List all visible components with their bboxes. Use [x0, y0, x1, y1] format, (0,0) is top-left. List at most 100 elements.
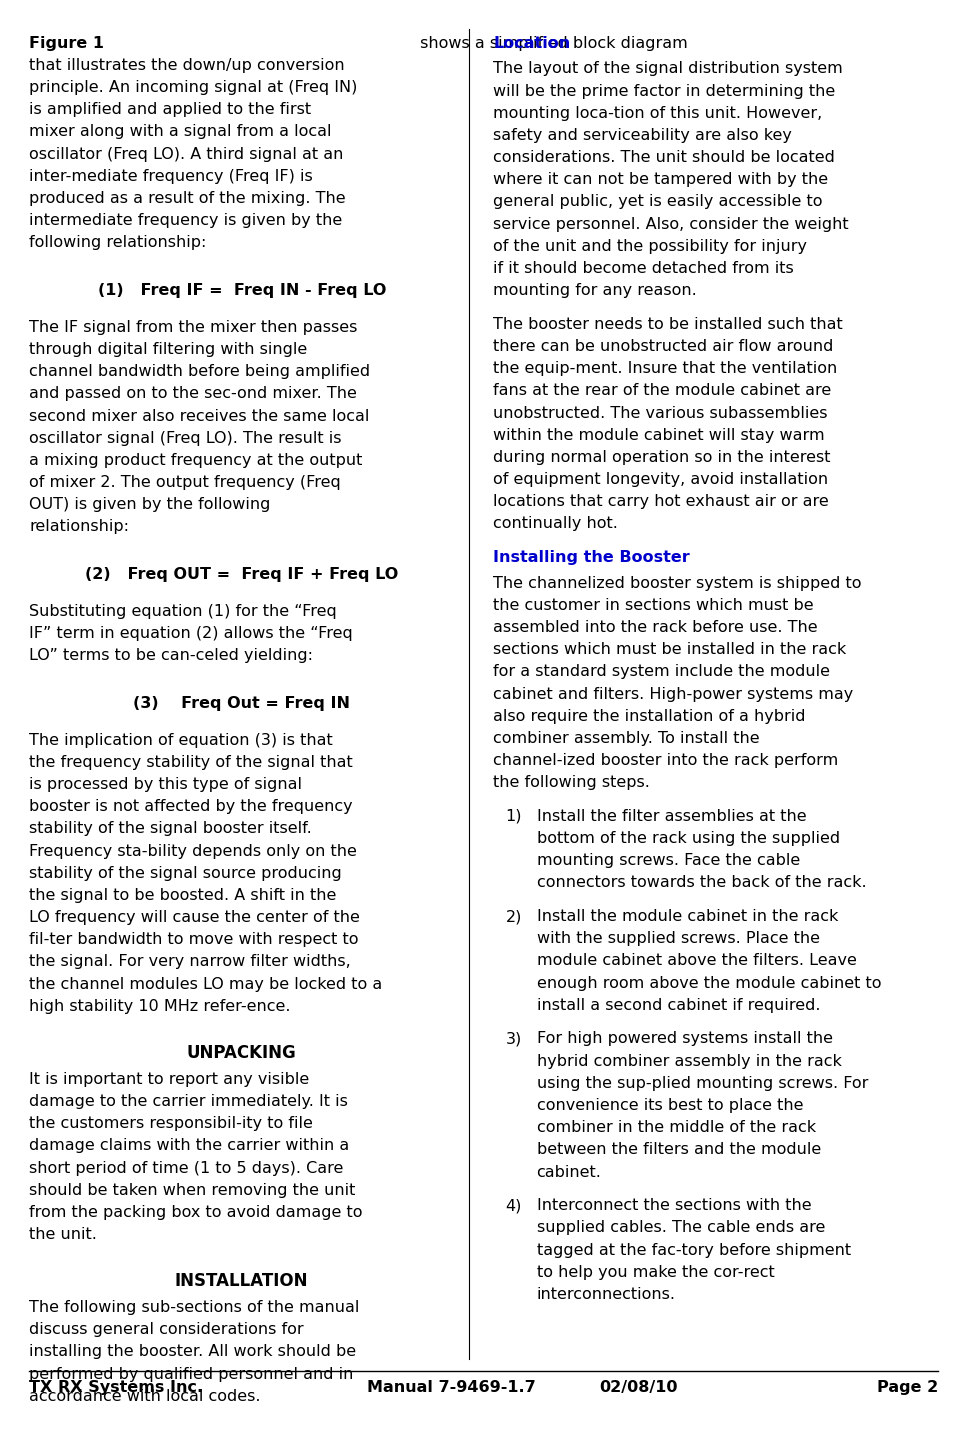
Text: Interconnect the sections with the: Interconnect the sections with the [536, 1198, 811, 1213]
Text: produced as a result of the mixing. The: produced as a result of the mixing. The [29, 190, 345, 206]
Text: The following sub-sections of the manual: The following sub-sections of the manual [29, 1299, 360, 1315]
Text: tagged at the fac-tory before shipment: tagged at the fac-tory before shipment [536, 1242, 850, 1258]
Text: UNPACKING: UNPACKING [187, 1043, 296, 1062]
Text: stability of the signal booster itself.: stability of the signal booster itself. [29, 821, 312, 836]
Text: installing the booster. All work should be: installing the booster. All work should … [29, 1344, 356, 1359]
Text: relationship:: relationship: [29, 519, 129, 534]
Text: (1)   Freq IF =  Freq IN - Freq LO: (1) Freq IF = Freq IN - Freq LO [98, 283, 386, 298]
Text: the unit.: the unit. [29, 1226, 97, 1242]
Text: mounting loca-tion of this unit. However,: mounting loca-tion of this unit. However… [493, 106, 822, 120]
Text: inter-mediate frequency (Freq IF) is: inter-mediate frequency (Freq IF) is [29, 169, 313, 183]
Text: It is important to report any visible: It is important to report any visible [29, 1072, 309, 1086]
Text: performed by qualified personnel and in: performed by qualified personnel and in [29, 1367, 353, 1381]
Text: that illustrates the down/up conversion: that illustrates the down/up conversion [29, 59, 344, 73]
Text: channel bandwidth before being amplified: channel bandwidth before being amplified [29, 363, 370, 379]
Text: (3)    Freq Out = Freq IN: (3) Freq Out = Freq IN [134, 695, 350, 711]
Text: stability of the signal source producing: stability of the signal source producing [29, 866, 342, 880]
Text: a mixing product frequency at the output: a mixing product frequency at the output [29, 452, 363, 468]
Text: supplied cables. The cable ends are: supplied cables. The cable ends are [536, 1221, 825, 1235]
Text: cabinet.: cabinet. [536, 1165, 602, 1179]
Text: from the packing box to avoid damage to: from the packing box to avoid damage to [29, 1205, 363, 1219]
Text: oscillator (Freq LO). A third signal at an: oscillator (Freq LO). A third signal at … [29, 146, 343, 162]
Text: mounting for any reason.: mounting for any reason. [493, 283, 697, 298]
Text: module cabinet above the filters. Leave: module cabinet above the filters. Leave [536, 953, 856, 969]
Text: there can be unobstructed air flow around: there can be unobstructed air flow aroun… [493, 339, 834, 353]
Text: intermediate frequency is given by the: intermediate frequency is given by the [29, 213, 342, 228]
Text: INSTALLATION: INSTALLATION [175, 1272, 308, 1291]
Text: of equipment longevity, avoid installation: of equipment longevity, avoid installati… [493, 472, 828, 487]
Text: mounting screws. Face the cable: mounting screws. Face the cable [536, 853, 799, 869]
Text: Install the filter assemblies at the: Install the filter assemblies at the [536, 809, 806, 824]
Text: between the filters and the module: between the filters and the module [536, 1142, 821, 1158]
Text: accordance with local codes.: accordance with local codes. [29, 1388, 260, 1404]
Text: of the unit and the possibility for injury: of the unit and the possibility for inju… [493, 239, 807, 253]
Text: the customer in sections which must be: the customer in sections which must be [493, 598, 814, 612]
Text: Page 2: Page 2 [877, 1381, 938, 1395]
Text: following relationship:: following relationship: [29, 235, 207, 250]
Text: The IF signal from the mixer then passes: The IF signal from the mixer then passes [29, 319, 358, 335]
Text: service personnel. Also, consider the weight: service personnel. Also, consider the we… [493, 216, 848, 232]
Text: within the module cabinet will stay warm: within the module cabinet will stay warm [493, 428, 825, 442]
Text: Installing the Booster: Installing the Booster [493, 550, 689, 565]
Text: cabinet and filters. High-power systems may: cabinet and filters. High-power systems … [493, 687, 853, 701]
Text: considerations. The unit should be located: considerations. The unit should be locat… [493, 150, 835, 165]
Text: using the sup-plied mounting screws. For: using the sup-plied mounting screws. For [536, 1076, 868, 1090]
Text: to help you make the cor-rect: to help you make the cor-rect [536, 1265, 774, 1279]
Text: combiner assembly. To install the: combiner assembly. To install the [493, 731, 760, 746]
Text: the channel modules LO may be locked to a: the channel modules LO may be locked to … [29, 976, 382, 992]
Text: enough room above the module cabinet to: enough room above the module cabinet to [536, 976, 881, 990]
Text: TX RX Systems Inc.: TX RX Systems Inc. [29, 1381, 203, 1395]
Text: high stability 10 MHz refer-ence.: high stability 10 MHz refer-ence. [29, 999, 291, 1013]
Text: damage claims with the carrier within a: damage claims with the carrier within a [29, 1138, 349, 1153]
Text: safety and serviceability are also key: safety and serviceability are also key [493, 127, 792, 143]
Text: 2): 2) [506, 909, 522, 924]
Text: Location: Location [493, 36, 570, 50]
Text: the customers responsibil-ity to file: the customers responsibil-ity to file [29, 1116, 313, 1130]
Text: fil-ter bandwidth to move with respect to: fil-ter bandwidth to move with respect t… [29, 932, 359, 947]
Text: The booster needs to be installed such that: The booster needs to be installed such t… [493, 316, 842, 332]
Text: IF” term in equation (2) allows the “Freq: IF” term in equation (2) allows the “Fre… [29, 625, 353, 641]
Text: unobstructed. The various subassemblies: unobstructed. The various subassemblies [493, 405, 828, 421]
Text: (2)   Freq OUT =  Freq IF + Freq LO: (2) Freq OUT = Freq IF + Freq LO [85, 567, 399, 582]
Text: general public, yet is easily accessible to: general public, yet is easily accessible… [493, 195, 823, 209]
Text: with the supplied screws. Place the: with the supplied screws. Place the [536, 932, 820, 946]
Text: if it should become detached from its: if it should become detached from its [493, 260, 794, 276]
Text: bottom of the rack using the supplied: bottom of the rack using the supplied [536, 831, 839, 846]
Text: booster is not affected by the frequency: booster is not affected by the frequency [29, 798, 353, 814]
Text: convenience its best to place the: convenience its best to place the [536, 1098, 803, 1113]
Text: shows a simplified block diagram: shows a simplified block diagram [415, 36, 687, 50]
Text: assembled into the rack before use. The: assembled into the rack before use. The [493, 620, 818, 635]
Text: should be taken when removing the unit: should be taken when removing the unit [29, 1182, 355, 1198]
Text: the signal to be boosted. A shift in the: the signal to be boosted. A shift in the [29, 887, 336, 903]
Text: interconnections.: interconnections. [536, 1286, 676, 1302]
Text: LO frequency will cause the center of the: LO frequency will cause the center of th… [29, 910, 360, 924]
Text: through digital filtering with single: through digital filtering with single [29, 342, 307, 356]
Text: Manual 7-9469-1.7: Manual 7-9469-1.7 [368, 1381, 536, 1395]
Text: is processed by this type of signal: is processed by this type of signal [29, 777, 302, 791]
Text: the frequency stability of the signal that: the frequency stability of the signal th… [29, 754, 353, 770]
Text: install a second cabinet if required.: install a second cabinet if required. [536, 997, 820, 1013]
Text: The channelized booster system is shipped to: The channelized booster system is shippe… [493, 575, 862, 591]
Text: where it can not be tampered with by the: where it can not be tampered with by the [493, 172, 828, 187]
Text: LO” terms to be can-celed yielding:: LO” terms to be can-celed yielding: [29, 648, 313, 663]
Text: of mixer 2. The output frequency (Freq: of mixer 2. The output frequency (Freq [29, 475, 340, 489]
Text: Substituting equation (1) for the “Freq: Substituting equation (1) for the “Freq [29, 604, 336, 618]
Text: principle. An incoming signal at (Freq IN): principle. An incoming signal at (Freq I… [29, 80, 358, 94]
Text: Frequency sta-bility depends only on the: Frequency sta-bility depends only on the [29, 843, 357, 859]
Text: discuss general considerations for: discuss general considerations for [29, 1322, 303, 1337]
Text: the signal. For very narrow filter widths,: the signal. For very narrow filter width… [29, 954, 351, 969]
Text: the following steps.: the following steps. [493, 776, 650, 790]
Text: during normal operation so in the interest: during normal operation so in the intere… [493, 449, 831, 465]
Text: fans at the rear of the module cabinet are: fans at the rear of the module cabinet a… [493, 384, 832, 398]
Text: The implication of equation (3) is that: The implication of equation (3) is that [29, 733, 332, 747]
Text: oscillator signal (Freq LO). The result is: oscillator signal (Freq LO). The result … [29, 431, 341, 445]
Text: connectors towards the back of the rack.: connectors towards the back of the rack. [536, 876, 866, 890]
Text: the equip-ment. Insure that the ventilation: the equip-ment. Insure that the ventilat… [493, 361, 838, 376]
Text: 3): 3) [506, 1032, 522, 1046]
Text: also require the installation of a hybrid: also require the installation of a hybri… [493, 708, 805, 724]
Text: hybrid combiner assembly in the rack: hybrid combiner assembly in the rack [536, 1053, 841, 1069]
Text: combiner in the middle of the rack: combiner in the middle of the rack [536, 1120, 816, 1135]
Text: Install the module cabinet in the rack: Install the module cabinet in the rack [536, 909, 838, 924]
Text: is amplified and applied to the first: is amplified and applied to the first [29, 103, 311, 117]
Text: 4): 4) [506, 1198, 522, 1213]
